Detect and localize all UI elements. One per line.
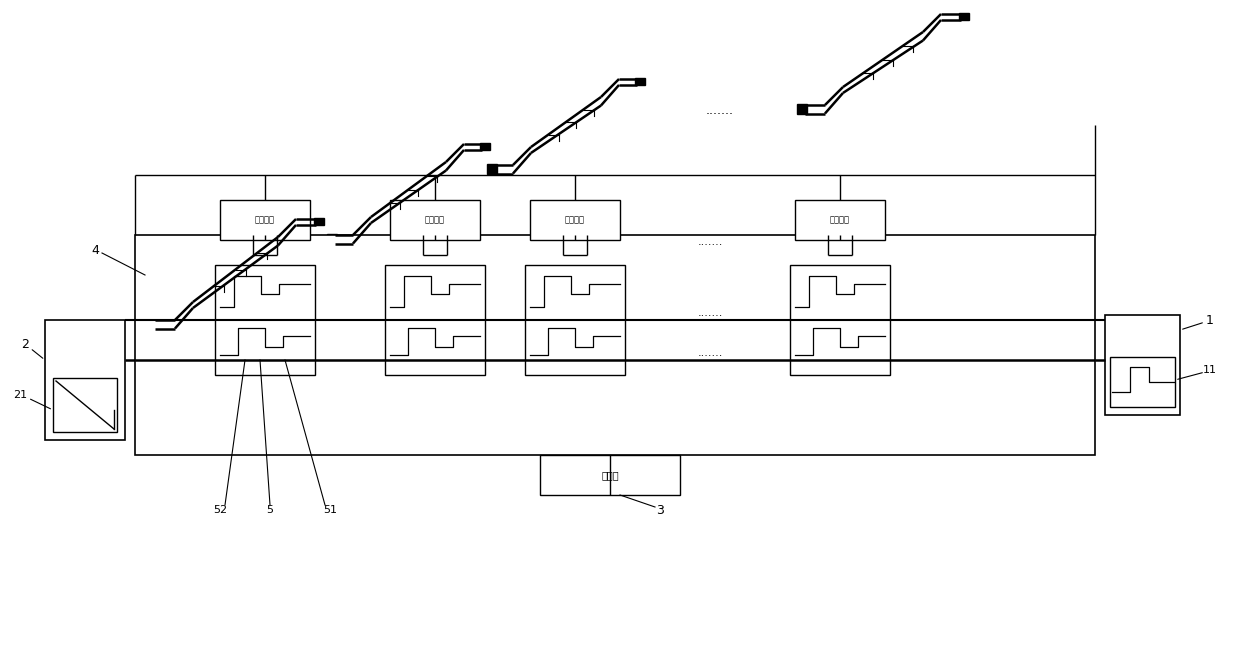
Text: ·······: ······· xyxy=(697,240,723,250)
Bar xyxy=(391,200,480,240)
Text: ·······: ······· xyxy=(697,351,723,361)
Text: 控制模块: 控制模块 xyxy=(565,216,585,224)
Bar xyxy=(219,200,310,240)
Bar xyxy=(327,233,337,244)
Bar xyxy=(480,143,490,150)
Text: 2: 2 xyxy=(21,339,29,352)
Bar xyxy=(795,200,885,240)
Bar xyxy=(1110,357,1176,407)
Bar xyxy=(45,320,125,440)
Text: 控制模块: 控制模块 xyxy=(425,216,445,224)
Text: 11: 11 xyxy=(1203,365,1216,375)
Bar xyxy=(135,235,1095,455)
Text: 4: 4 xyxy=(91,244,99,257)
Bar xyxy=(797,103,807,114)
Bar xyxy=(314,218,324,226)
Bar xyxy=(53,378,117,432)
Bar xyxy=(635,78,645,85)
Bar xyxy=(529,200,620,240)
Bar xyxy=(525,265,625,375)
Text: 1: 1 xyxy=(1207,313,1214,326)
Bar xyxy=(148,318,157,328)
Text: 控制模块: 控制模块 xyxy=(255,216,275,224)
Bar xyxy=(384,265,485,375)
Bar xyxy=(790,265,890,375)
Text: 21: 21 xyxy=(12,390,27,400)
Text: 52: 52 xyxy=(213,505,227,515)
Bar xyxy=(959,13,968,20)
Text: 控制模块: 控制模块 xyxy=(830,216,849,224)
Bar xyxy=(539,455,680,495)
Text: 51: 51 xyxy=(322,505,337,515)
Bar xyxy=(1105,315,1180,415)
Text: 信号源: 信号源 xyxy=(601,470,619,480)
Bar xyxy=(487,164,497,174)
Text: ·······: ······· xyxy=(697,311,723,321)
Bar xyxy=(215,265,315,375)
Text: 5: 5 xyxy=(267,505,274,515)
Text: ·······: ······· xyxy=(706,109,734,122)
Text: 3: 3 xyxy=(656,504,663,517)
